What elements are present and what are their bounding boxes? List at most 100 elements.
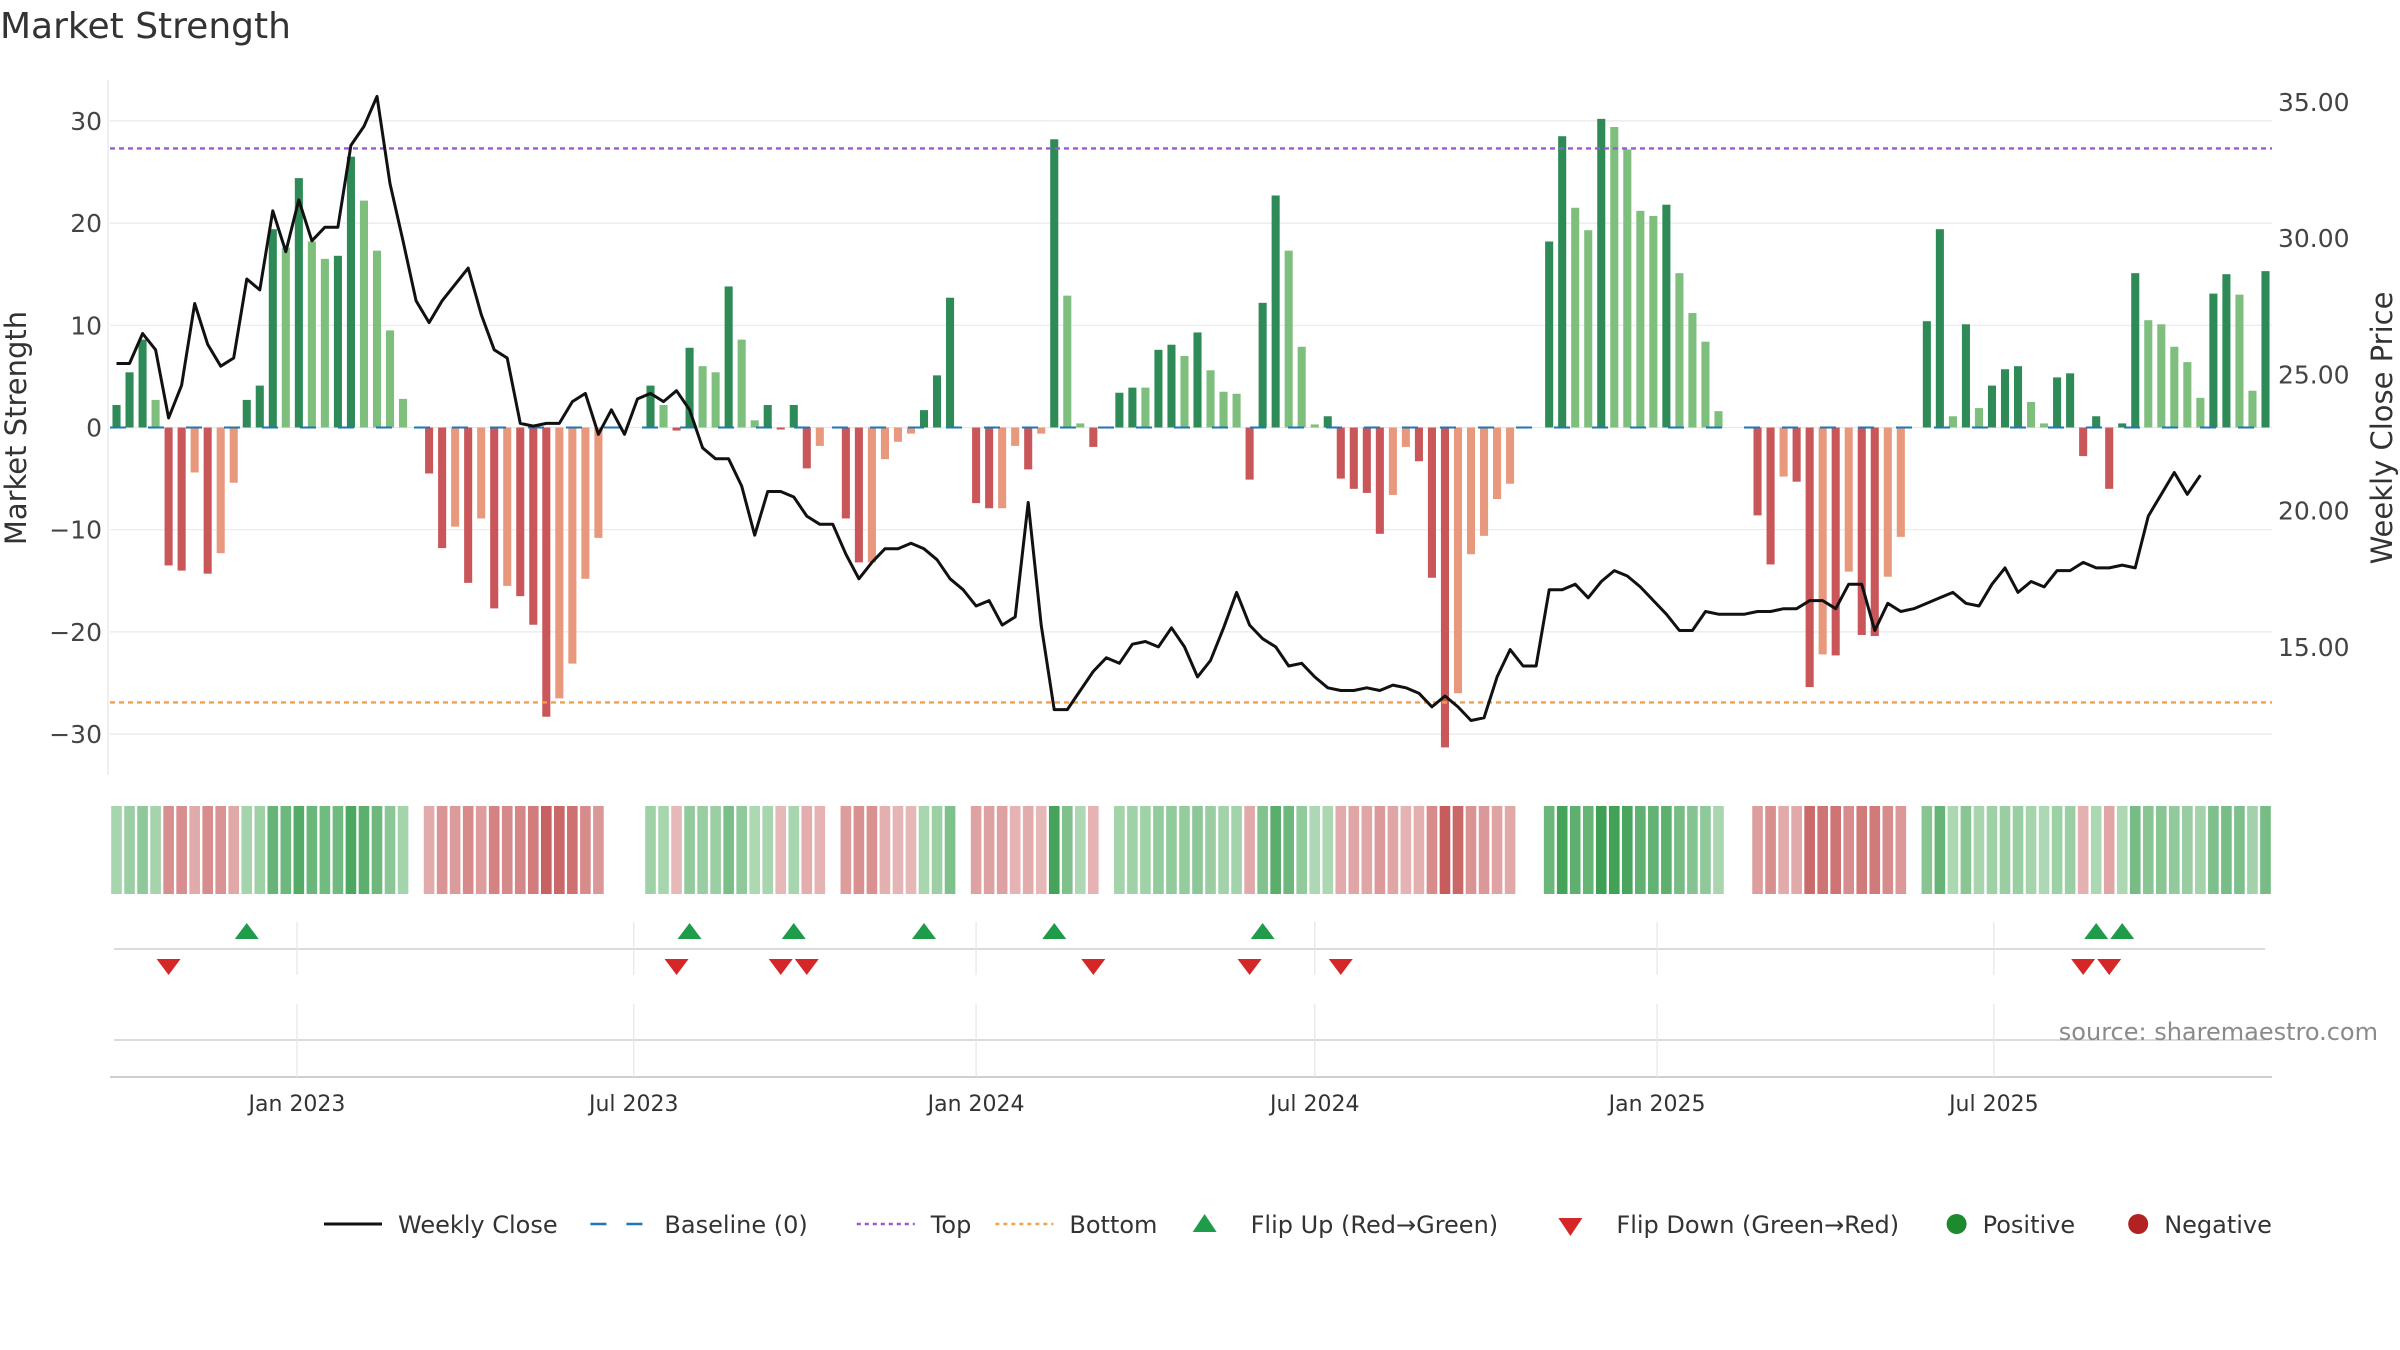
strength-bar-negative — [1401, 427, 1410, 447]
flip-down-marker — [1328, 959, 1353, 975]
strength-bar-negative — [229, 427, 238, 483]
strength-bar-positive — [1662, 204, 1671, 428]
weekly-close-line — [116, 94, 2202, 722]
heat-cell — [931, 806, 943, 894]
strength-bar-negative — [464, 427, 473, 583]
heat-cell — [1804, 806, 1815, 894]
heat-cell — [176, 806, 187, 894]
heat-cell — [488, 806, 500, 894]
legend-label: Flip Down (Green→Red) — [1616, 1211, 1899, 1239]
heat-cell — [1179, 806, 1190, 894]
strength-bar-positive — [1948, 416, 1957, 428]
heat-cell — [215, 806, 227, 894]
legend-label: Baseline (0) — [664, 1211, 807, 1239]
strength-bar-negative — [985, 427, 994, 509]
date-tick-label: Jan 2023 — [247, 1092, 346, 1117]
heat-cell — [2234, 806, 2245, 894]
flip-up-marker — [2110, 923, 2135, 939]
legend-circle-icon — [2128, 1214, 2149, 1234]
strength-bar-positive — [1623, 149, 1632, 428]
legend-item: Baseline (0) — [590, 1211, 808, 1239]
strength-bar-negative — [1375, 427, 1384, 534]
flip-up-marker — [912, 923, 937, 939]
heat-cell — [1700, 806, 1711, 894]
strength-bar-positive — [685, 347, 694, 428]
heat-cell — [853, 806, 865, 894]
legend: Weekly Close Baseline (0) Top Bottom Flip Up… — [324, 1211, 2272, 1239]
left-tick-label: 30 — [70, 107, 102, 136]
heat-cell — [1309, 806, 1321, 894]
heat-cell — [1947, 806, 1959, 894]
legend-item: Positive — [1946, 1211, 2075, 1239]
heat-cell — [567, 806, 578, 894]
heat-cell — [306, 806, 318, 894]
heat-cell — [1009, 806, 1021, 894]
strength-bar-negative — [1493, 427, 1502, 500]
heat-cell — [1296, 806, 1308, 894]
strength-bar-negative — [216, 427, 225, 554]
strength-bar-negative — [1024, 427, 1033, 470]
strength-bar-positive — [763, 405, 772, 428]
strength-bar-positive — [333, 255, 342, 428]
strength-bar-negative — [568, 427, 577, 664]
heat-cell — [1426, 806, 1438, 894]
heat-cell — [1257, 806, 1268, 894]
heat-cell — [1752, 806, 1763, 894]
strength-bar-positive — [294, 178, 303, 428]
heat-cell — [1687, 806, 1698, 894]
threshold-lines — [110, 147, 2272, 704]
heat-cell — [658, 806, 669, 894]
heat-cell — [775, 806, 787, 894]
date-tick-label: Jul 2024 — [1268, 1092, 1360, 1117]
legend-item: Top — [856, 1211, 971, 1239]
right-tick-label: 25.00 — [2278, 360, 2350, 389]
heat-cell — [163, 806, 174, 894]
strength-bar-negative — [893, 427, 902, 442]
heat-cell — [905, 806, 917, 894]
right-tick-label: 15.00 — [2278, 633, 2350, 662]
heat-cell — [280, 806, 292, 894]
heat-cell — [1114, 806, 1125, 894]
heat-cell — [671, 806, 682, 894]
strength-bar-negative — [1414, 427, 1423, 462]
heat-cell — [449, 806, 461, 894]
flip-down-marker — [664, 959, 689, 975]
strength-bar-positive — [1206, 370, 1215, 428]
legend-label: Bottom — [1069, 1211, 1157, 1239]
heat-cell — [1452, 806, 1464, 894]
strength-bar-positive — [2092, 416, 2101, 428]
left-axis-ticks: 30 20 10 0 −10 −20 −30 — [49, 107, 102, 749]
strength-bar-positive — [1961, 324, 1970, 428]
strength-bar-positive — [2144, 320, 2153, 428]
strength-bar-negative — [190, 427, 199, 473]
source-note: source: sharemaestro.com — [2059, 1018, 2378, 1046]
strength-bar-positive — [242, 399, 251, 428]
strength-bar-positive — [1115, 392, 1124, 428]
heat-cell — [1387, 806, 1399, 894]
strength-bar-negative — [1779, 427, 1788, 477]
strength-bar-positive — [1193, 332, 1202, 428]
strength-bar-positive — [2000, 369, 2010, 428]
heat-cell — [983, 806, 995, 894]
strength-bar-positive — [1922, 321, 1931, 428]
heat-cell — [371, 806, 383, 894]
heat-cell — [1582, 806, 1594, 894]
heat-cell — [1999, 806, 2011, 894]
strength-bar-negative — [203, 427, 212, 574]
heat-cell — [1791, 806, 1802, 894]
strength-bar-negative — [1089, 427, 1098, 447]
heat-cell — [736, 806, 747, 894]
heat-cell — [1895, 806, 1907, 894]
left-tick-label: −20 — [49, 618, 102, 647]
strength-bar-negative — [542, 427, 551, 717]
strength-bar-positive — [399, 398, 408, 428]
strength-bar-negative — [1844, 427, 1853, 572]
strength-bar-positive — [1128, 387, 1137, 428]
strength-bars — [112, 118, 2270, 748]
strength-bar-negative — [164, 427, 173, 566]
flip-down-marker — [156, 959, 181, 975]
strength-bar-negative — [438, 427, 447, 549]
strength-bar-positive — [138, 339, 147, 428]
heat-cell — [580, 806, 591, 894]
strength-bar-positive — [1154, 349, 1163, 428]
